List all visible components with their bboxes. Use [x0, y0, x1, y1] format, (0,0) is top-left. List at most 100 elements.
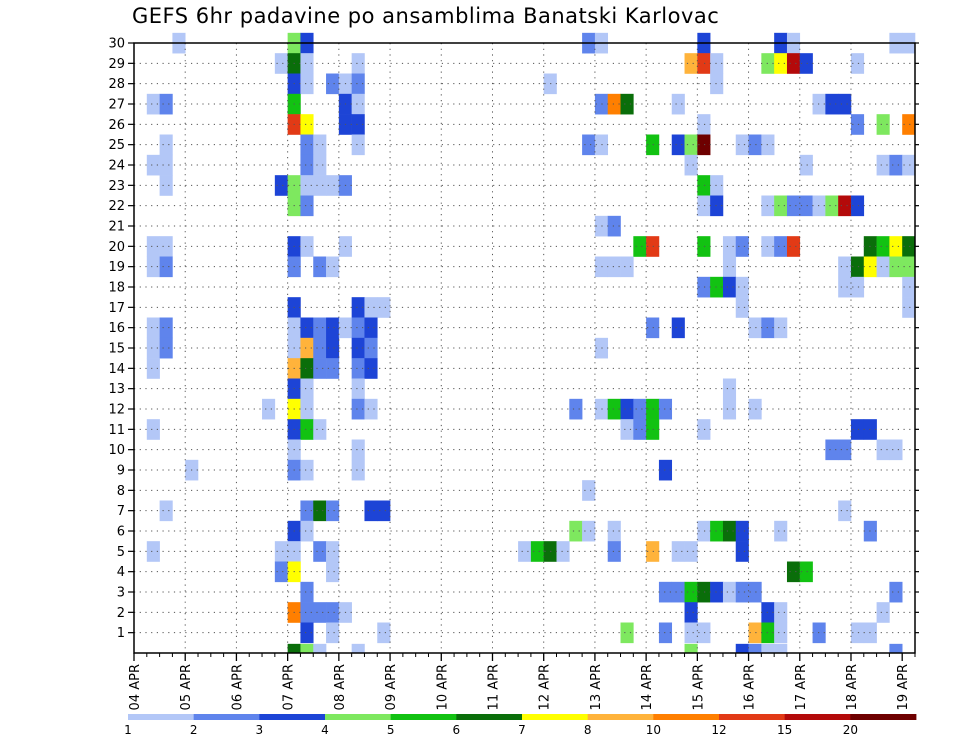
precip-cell	[326, 337, 340, 359]
precip-cell	[300, 419, 314, 440]
precip-cell	[671, 93, 685, 115]
y-tick-label: 10	[108, 443, 125, 458]
colorbar-swatch	[193, 714, 260, 720]
precip-cell	[633, 419, 647, 440]
precip-cell	[761, 134, 775, 156]
colorbar-label: 15	[777, 723, 792, 737]
precip-cell	[313, 317, 327, 339]
precip-cell	[825, 439, 839, 461]
precip-cell	[300, 459, 314, 481]
precip-cell	[735, 581, 749, 603]
precip-cell	[697, 622, 711, 644]
y-tick-label: 2	[117, 606, 125, 621]
precip-cell	[620, 398, 634, 420]
colorbar-swatch	[325, 714, 392, 720]
colorbar-swatch	[850, 714, 917, 720]
y-tick-label: 24	[108, 159, 125, 174]
precip-cell	[607, 541, 621, 562]
precip-cell	[761, 236, 775, 257]
precip-cell	[646, 317, 660, 339]
y-axis-ticks: 1234567891011121314151617181920212223242…	[108, 37, 919, 641]
precip-cell	[850, 276, 865, 298]
precip-cell	[710, 581, 724, 603]
precip-cell	[582, 480, 596, 501]
colorbar-swatch	[259, 714, 326, 720]
colorbar-label: 3	[256, 723, 264, 737]
precip-cell	[722, 276, 737, 298]
precip-cell	[774, 602, 788, 623]
x-tick-label: 19 APR	[896, 664, 911, 710]
precip-cell	[838, 256, 852, 278]
y-tick-label: 9	[117, 464, 125, 479]
precip-cell	[351, 134, 365, 156]
precip-cell	[722, 520, 737, 542]
precip-cell	[326, 541, 340, 562]
precip-cell	[799, 154, 813, 176]
precip-cell	[300, 337, 314, 359]
precip-cell	[774, 317, 788, 339]
precip-cell	[351, 439, 365, 461]
colorbar-swatch	[653, 714, 720, 720]
precip-cell	[850, 419, 865, 440]
precip-cell	[710, 53, 724, 74]
precip-cell	[313, 337, 327, 359]
colorbar-label: 7	[518, 723, 526, 737]
y-tick-label: 13	[108, 382, 125, 397]
colorbar-swatch	[784, 714, 851, 720]
precip-cell	[607, 398, 621, 420]
precip-cell	[300, 236, 314, 257]
y-tick-label: 25	[108, 138, 125, 153]
precip-cell	[351, 337, 365, 359]
precip-cell	[146, 154, 160, 176]
precip-cell	[146, 256, 160, 278]
precip-cell	[300, 398, 314, 420]
precip-cell	[799, 561, 813, 583]
precip-cell	[364, 317, 378, 339]
precip-cell	[748, 134, 762, 156]
precip-cell	[159, 236, 173, 257]
precip-cell	[876, 154, 890, 176]
precip-cell	[146, 358, 160, 379]
y-tick-label: 17	[108, 301, 125, 316]
precip-cell	[850, 195, 865, 217]
precip-cell	[646, 419, 660, 440]
colorbar-swatch	[719, 714, 786, 720]
precip-cell	[722, 256, 737, 278]
x-tick-label: 15 APR	[691, 664, 706, 710]
precip-cell	[159, 134, 173, 156]
precip-cell	[902, 276, 916, 298]
precip-cell	[274, 541, 288, 562]
precip-cell	[876, 602, 890, 623]
precip-cell	[722, 398, 737, 420]
x-tick-label: 13 APR	[589, 664, 604, 710]
precip-cell	[313, 175, 327, 196]
precip-cell	[300, 358, 314, 379]
precip-cell	[889, 439, 903, 461]
x-tick-label: 16 APR	[743, 664, 758, 710]
precip-cell	[351, 93, 365, 115]
precip-cell	[748, 398, 762, 420]
precip-cell	[761, 643, 775, 654]
precip-cell	[159, 93, 173, 115]
precip-cell	[326, 175, 340, 196]
y-tick-label: 18	[108, 281, 125, 296]
precip-cell	[902, 114, 916, 135]
precip-cell	[300, 602, 314, 623]
precip-cell	[351, 297, 365, 318]
precip-cell	[697, 195, 711, 217]
precip-cell	[646, 541, 660, 562]
precip-cell	[646, 236, 660, 257]
precip-cell	[582, 520, 596, 542]
precip-cell	[786, 53, 801, 74]
x-tick-label: 14 APR	[640, 664, 655, 710]
colorbar-label: 12	[711, 723, 726, 737]
precip-cell	[850, 622, 865, 644]
x-tick-label: 12 APR	[538, 664, 553, 710]
precip-cell	[300, 643, 314, 654]
precip-cell	[710, 276, 724, 298]
precip-cell	[889, 236, 903, 257]
x-tick-label: 07 APR	[282, 664, 297, 710]
precip-cell	[351, 358, 365, 379]
precip-cell	[902, 154, 916, 176]
precip-cell	[300, 581, 314, 603]
